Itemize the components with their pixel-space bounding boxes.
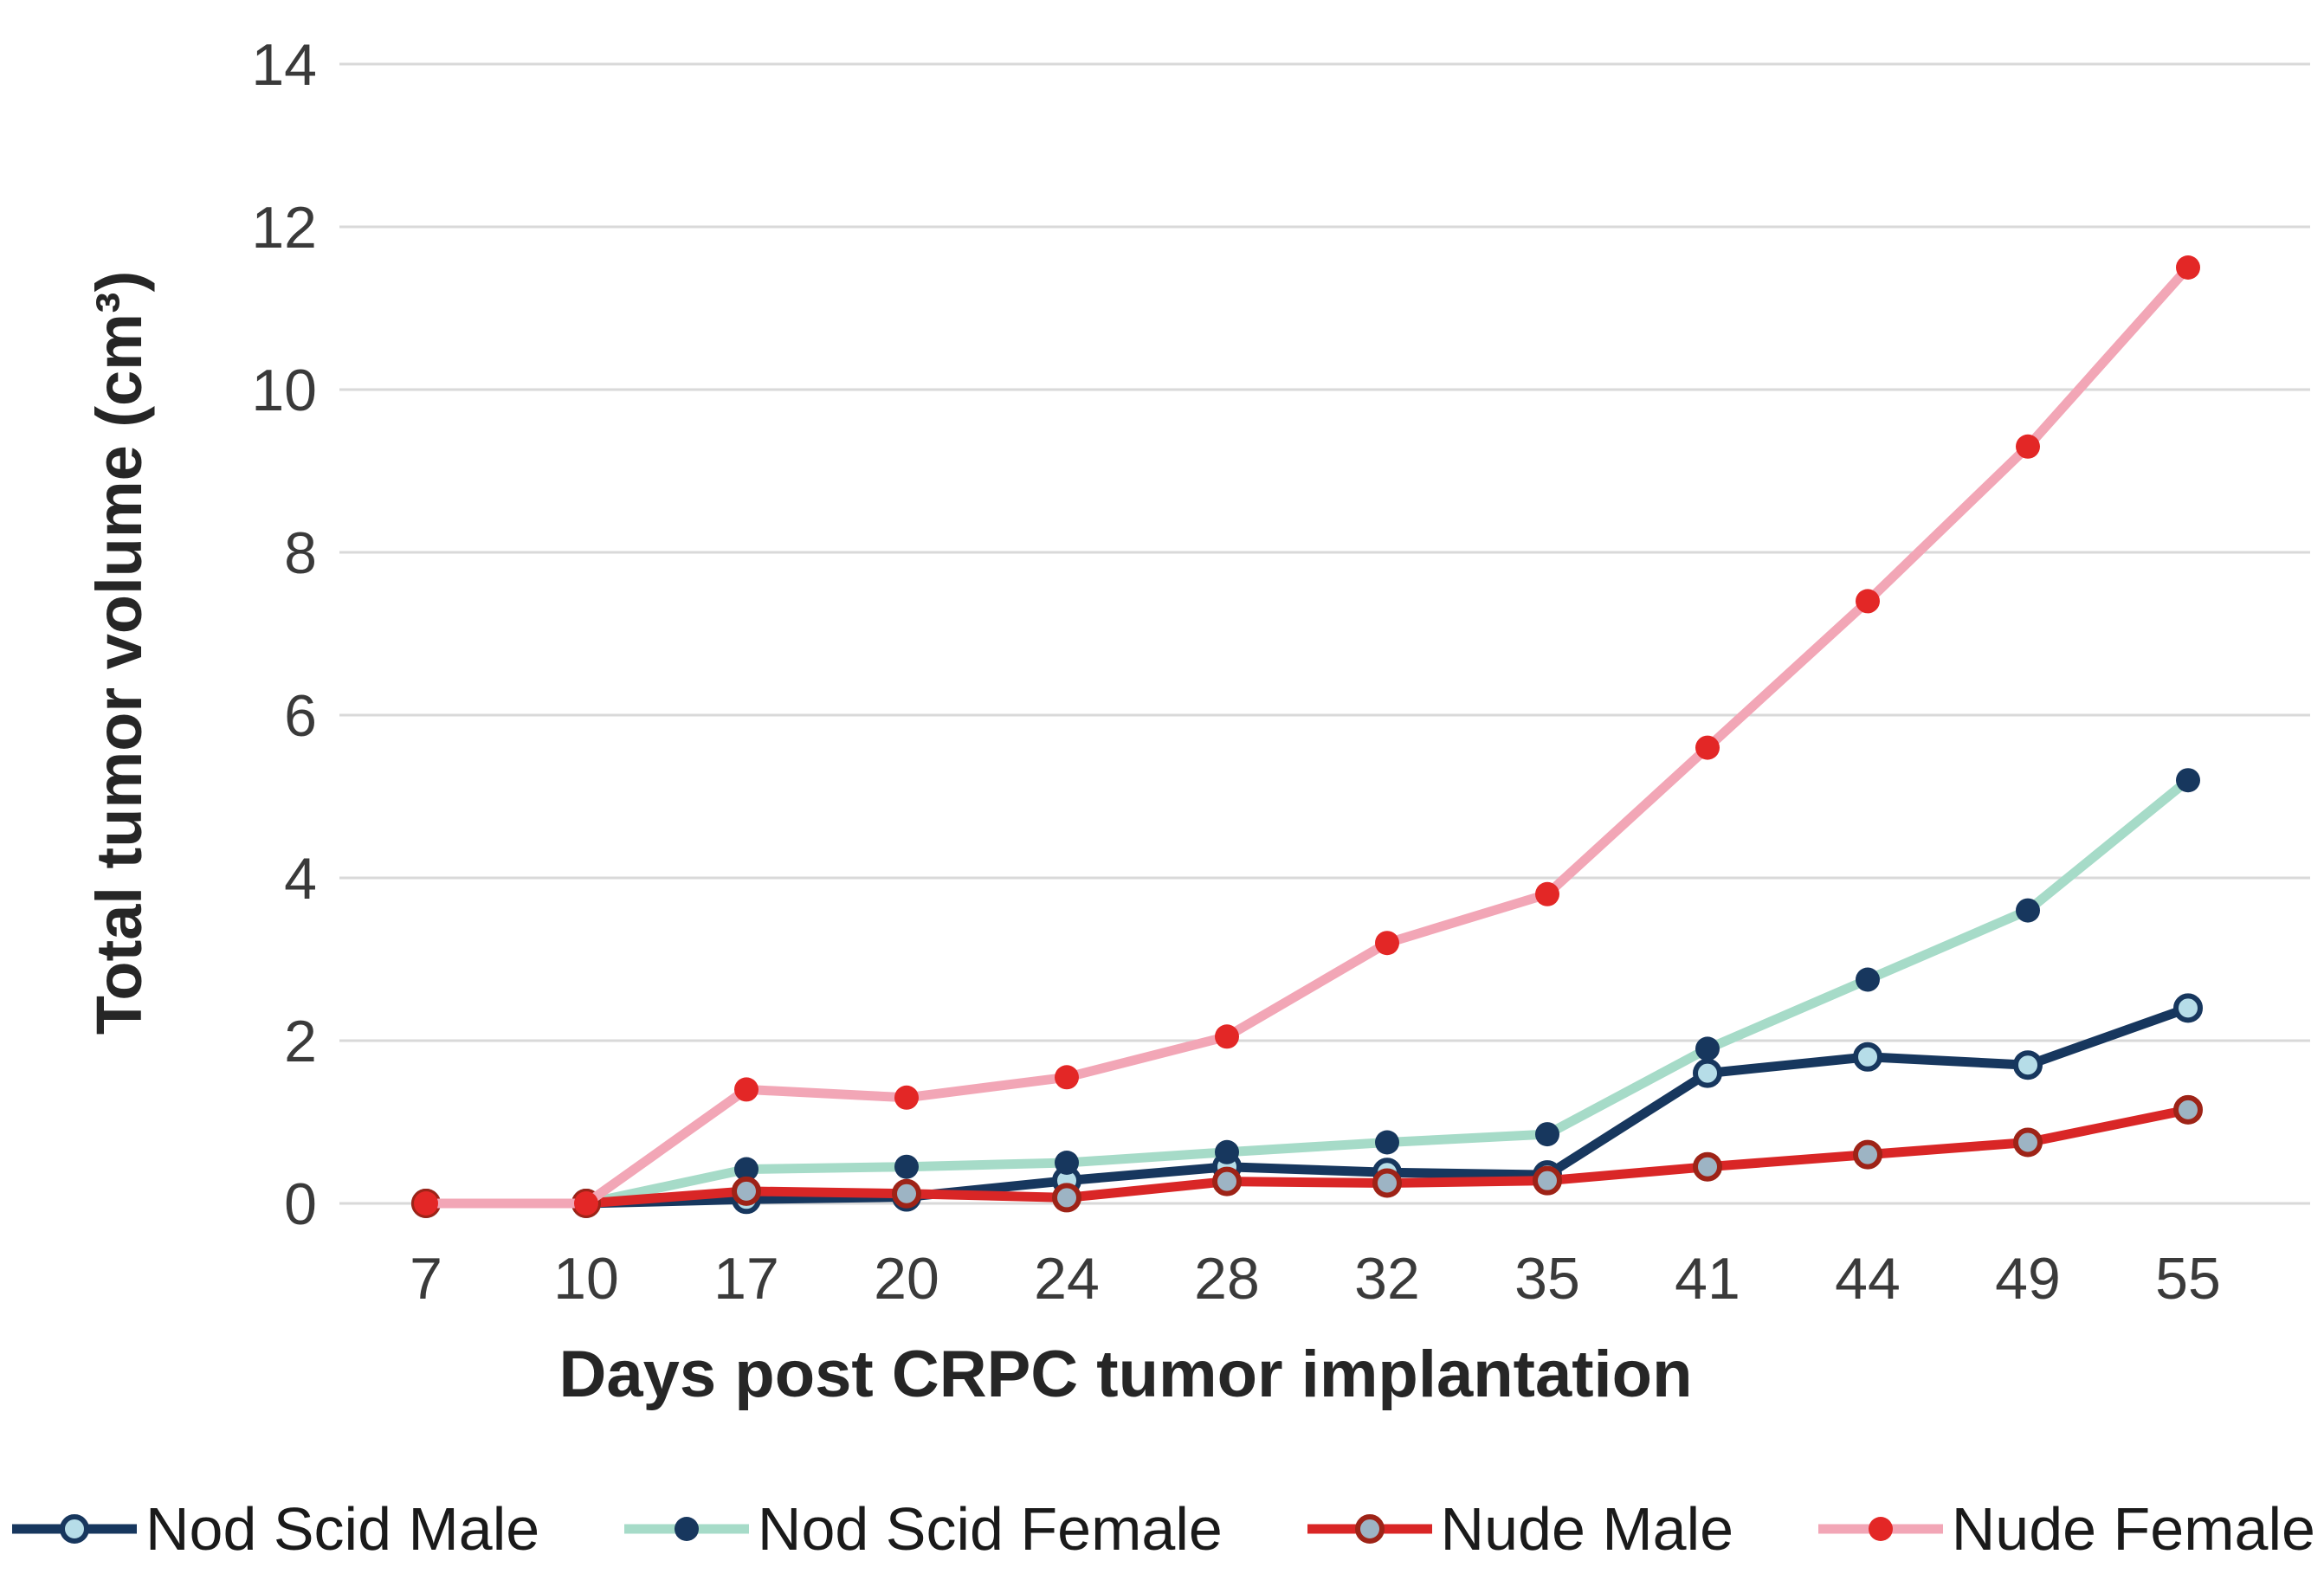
series-line (421, 262, 2193, 1209)
data-point-marker (1695, 735, 1720, 760)
data-point-marker (2013, 1127, 2043, 1158)
y-axis-tick-labels: 0 2 4 6 8 10 12 14 (251, 32, 317, 1237)
data-point-marker (894, 1154, 919, 1179)
svg-text:55: 55 (2155, 1246, 2221, 1312)
data-point-marker (2173, 1094, 2203, 1125)
data-point-marker (2173, 993, 2203, 1023)
data-point-marker (894, 1085, 919, 1110)
svg-text:32: 32 (1354, 1246, 1420, 1312)
data-point-marker (2176, 255, 2200, 280)
data-point-marker (1372, 1168, 1402, 1198)
series-line (421, 775, 2193, 1209)
svg-text:7: 7 (410, 1246, 442, 1312)
data-point-marker (1215, 1139, 1239, 1164)
data-point-marker (1052, 1183, 1081, 1213)
svg-text:41: 41 (1675, 1246, 1740, 1312)
data-point-marker (1535, 1122, 1559, 1147)
data-point-marker (1856, 589, 1880, 614)
data-point-marker (1533, 1165, 1562, 1196)
svg-text:8: 8 (284, 520, 317, 586)
data-point-marker (892, 1178, 921, 1209)
legend-item-nod-scid-female: Nod Scid Female (621, 1486, 1223, 1572)
data-point-marker (2013, 1050, 2043, 1080)
svg-text:35: 35 (1514, 1246, 1580, 1312)
data-point-marker (732, 1176, 761, 1206)
svg-text:10: 10 (251, 358, 317, 423)
svg-text:0: 0 (284, 1171, 317, 1237)
legend-item-nude-female: Nude Female (1815, 1486, 2315, 1572)
data-point-marker (2016, 898, 2040, 923)
data-point-marker (1853, 1139, 1882, 1170)
data-point-marker (574, 1191, 598, 1216)
data-point-marker (1375, 931, 1399, 956)
data-point-marker (734, 1077, 759, 1102)
legend-item-nude-male: Nude Male (1304, 1486, 1734, 1572)
legend-label: Nude Female (1951, 1495, 2315, 1563)
svg-text:44: 44 (1835, 1246, 1901, 1312)
legend-line-marker-icon (623, 1517, 749, 1541)
data-point-marker (1375, 1130, 1399, 1155)
data-point-marker (1693, 1058, 1722, 1088)
legend-label: Nod Scid Female (757, 1495, 1223, 1563)
series-line (421, 1003, 2193, 1209)
svg-text:49: 49 (1995, 1246, 2061, 1312)
series-nude-female (414, 255, 2200, 1216)
svg-text:4: 4 (284, 846, 317, 912)
series-nude-male (411, 1094, 2203, 1218)
svg-text:20: 20 (874, 1246, 939, 1312)
svg-text:2: 2 (284, 1009, 317, 1074)
svg-text:10: 10 (553, 1246, 619, 1312)
data-point-marker (1695, 1036, 1720, 1061)
legend-line-marker-icon (1307, 1514, 1432, 1544)
y-axis-title: Total tumor volume (cm³) (83, 270, 155, 1035)
data-point-marker (414, 1191, 438, 1216)
svg-text:12: 12 (251, 195, 317, 261)
data-point-marker (1856, 967, 1880, 992)
legend-label: Nod Scid Male (145, 1495, 540, 1563)
legend-item-nod-scid-male: Nod Scid Male (9, 1486, 539, 1572)
chart-legend: Nod Scid Male Nod Scid Female Nude Male … (9, 1486, 2315, 1572)
data-point-marker (1215, 1024, 1239, 1049)
x-axis-tick-labels: 7 10 17 20 24 28 32 35 41 44 49 55 (410, 1246, 2221, 1312)
svg-text:24: 24 (1034, 1246, 1100, 1312)
data-point-marker (1693, 1151, 1722, 1182)
data-point-marker (2016, 434, 2040, 459)
legend-label: Nude Male (1440, 1495, 1734, 1563)
svg-text:6: 6 (284, 683, 317, 749)
data-point-marker (1055, 1151, 1079, 1175)
data-point-marker (1853, 1042, 1882, 1072)
data-point-marker (734, 1157, 759, 1182)
gridlines (339, 62, 2310, 1205)
svg-text:14: 14 (251, 32, 317, 98)
legend-line-marker-icon (1817, 1517, 1943, 1541)
svg-text:28: 28 (1194, 1246, 1260, 1312)
data-point-marker (1055, 1065, 1079, 1090)
legend-line-marker-icon (12, 1514, 137, 1544)
data-point-marker (2176, 768, 2200, 793)
svg-text:17: 17 (713, 1246, 779, 1312)
x-axis-title: Days post CRPC tumor implantation (558, 1338, 1693, 1411)
data-point-marker (1212, 1166, 1242, 1196)
series-line (421, 1105, 2193, 1209)
data-point-marker (1535, 881, 1559, 906)
